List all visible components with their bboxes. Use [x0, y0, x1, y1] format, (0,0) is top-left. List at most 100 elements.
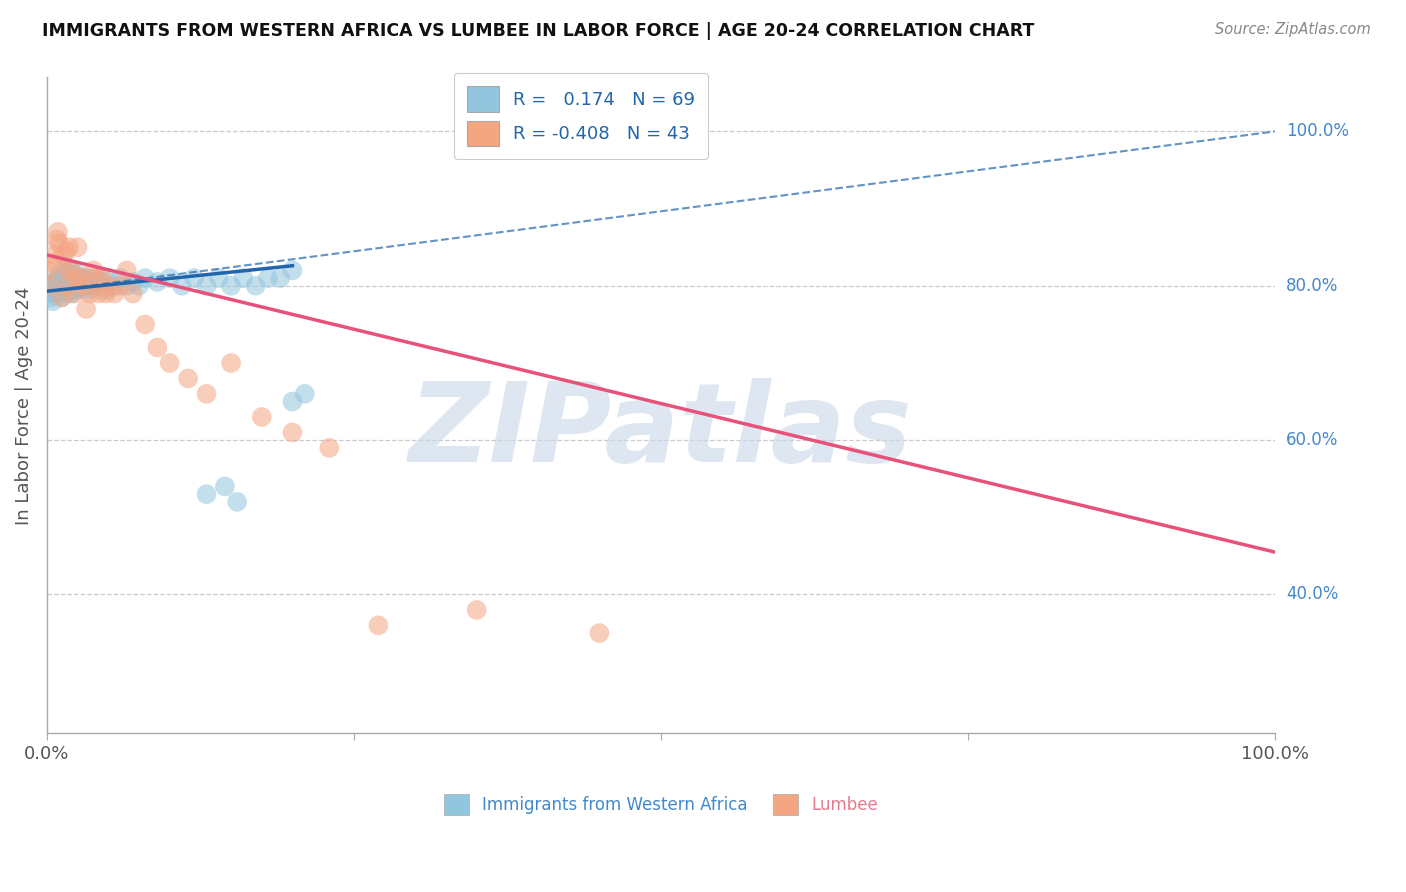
Point	[42, 255, 65, 269]
Point	[52, 271, 75, 285]
Point	[281, 394, 304, 409]
Point	[159, 271, 181, 285]
Point	[121, 275, 143, 289]
Point	[219, 356, 242, 370]
Point	[70, 271, 93, 285]
Point	[67, 275, 90, 289]
Point	[83, 263, 105, 277]
Point	[195, 387, 218, 401]
Point	[72, 283, 94, 297]
Point	[56, 278, 79, 293]
Point	[60, 278, 83, 293]
Point	[63, 283, 86, 297]
Point	[79, 283, 101, 297]
Point	[44, 283, 66, 297]
Text: 80.0%: 80.0%	[1286, 277, 1339, 294]
Point	[51, 290, 73, 304]
Point	[65, 271, 87, 285]
Point	[39, 290, 62, 304]
Point	[41, 278, 63, 293]
Point	[257, 271, 280, 285]
Point	[318, 441, 340, 455]
Point	[46, 271, 69, 285]
Point	[39, 278, 62, 293]
Point	[73, 278, 96, 293]
Point	[58, 278, 80, 293]
Y-axis label: In Labor Force | Age 20-24: In Labor Force | Age 20-24	[15, 286, 32, 524]
Point	[115, 263, 138, 277]
Point	[56, 267, 79, 281]
Point	[69, 278, 91, 293]
Point	[269, 271, 291, 285]
Point	[58, 240, 80, 254]
Point	[53, 263, 76, 277]
Text: 40.0%: 40.0%	[1286, 585, 1339, 604]
Point	[63, 271, 86, 285]
Point	[38, 286, 60, 301]
Point	[170, 278, 193, 293]
Point	[70, 271, 93, 285]
Point	[103, 286, 125, 301]
Point	[48, 283, 70, 297]
Point	[75, 278, 97, 293]
Point	[226, 495, 249, 509]
Point	[84, 271, 107, 285]
Legend: Immigrants from Western Africa, Lumbee: Immigrants from Western Africa, Lumbee	[437, 788, 884, 822]
Point	[73, 278, 96, 293]
Point	[49, 278, 72, 293]
Point	[121, 286, 143, 301]
Point	[48, 236, 70, 251]
Text: ZIPatlas: ZIPatlas	[409, 378, 912, 485]
Point	[53, 283, 76, 297]
Point	[91, 275, 114, 289]
Point	[45, 232, 67, 246]
Point	[208, 271, 231, 285]
Point	[66, 240, 89, 254]
Point	[134, 318, 156, 332]
Point	[87, 278, 110, 293]
Point	[51, 290, 73, 304]
Point	[63, 275, 86, 289]
Point	[97, 271, 120, 285]
Point	[94, 283, 117, 297]
Point	[177, 371, 200, 385]
Point	[44, 248, 66, 262]
Point	[91, 271, 114, 285]
Point	[245, 278, 267, 293]
Point	[219, 278, 242, 293]
Point	[66, 283, 89, 297]
Point	[52, 248, 75, 262]
Point	[281, 425, 304, 440]
Point	[75, 301, 97, 316]
Point	[183, 271, 205, 285]
Point	[58, 271, 80, 285]
Point	[128, 278, 150, 293]
Point	[53, 278, 76, 293]
Point	[195, 487, 218, 501]
Text: 60.0%: 60.0%	[1286, 431, 1339, 450]
Point	[59, 263, 82, 277]
Point	[77, 271, 100, 285]
Point	[115, 278, 138, 293]
Point	[55, 286, 77, 301]
Point	[294, 387, 316, 401]
Point	[94, 286, 117, 301]
Point	[232, 271, 254, 285]
Point	[79, 286, 101, 301]
Point	[62, 267, 84, 281]
Point	[42, 294, 65, 309]
Point	[367, 618, 389, 632]
Text: 100.0%: 100.0%	[1286, 122, 1348, 140]
Point	[281, 263, 304, 277]
Point	[63, 286, 86, 301]
Point	[83, 278, 105, 293]
Point	[134, 271, 156, 285]
Point	[53, 263, 76, 277]
Point	[79, 275, 101, 289]
Point	[214, 479, 236, 493]
Point	[60, 263, 83, 277]
Point	[66, 267, 89, 281]
Point	[465, 603, 488, 617]
Point	[37, 263, 59, 277]
Point	[110, 271, 132, 285]
